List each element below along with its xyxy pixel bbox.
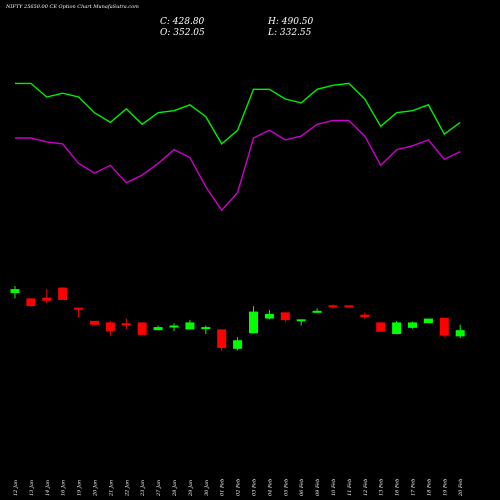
- chart-title: NIFTY 25650.00 CE Option Chart MunafaSut…: [6, 4, 139, 10]
- candle-body: [42, 297, 52, 301]
- candle: [264, 310, 274, 320]
- candle: [408, 321, 417, 329]
- date-tick-label: 13 Jan: [29, 480, 35, 496]
- candle-body: [249, 311, 258, 334]
- candle: [360, 312, 370, 319]
- candle: [121, 318, 131, 330]
- date-axis: 12 Jan 13 Jan 14 Jan 16 Jan 19 Jan 20 Jan 21 J…: [13, 479, 464, 497]
- indicator-line-lower: [15, 119, 461, 212]
- candle-body: [10, 289, 20, 293]
- candle-body: [233, 340, 243, 349]
- candle: [217, 329, 227, 352]
- candle-body: [58, 287, 68, 300]
- candle-body: [121, 323, 131, 326]
- candle-body: [376, 322, 386, 332]
- candle: [74, 307, 84, 317]
- candle: [233, 337, 243, 351]
- candle-body: [439, 317, 449, 336]
- date-tick-label: 11 Feb: [347, 479, 353, 496]
- candle: [105, 320, 115, 336]
- date-tick-label: 17 Feb: [411, 479, 417, 496]
- candle: [280, 312, 290, 323]
- date-tick-label: 16 Jan: [61, 480, 67, 496]
- low-value: L: 332.55: [268, 28, 312, 38]
- date-tick-label: 19 Feb: [442, 479, 448, 496]
- date-tick-label: 18 Feb: [426, 479, 432, 496]
- date-tick-label: 04 Feb: [267, 479, 273, 496]
- date-tick-label: 27 Jan: [156, 480, 162, 497]
- close-value: C: 428.80: [160, 17, 205, 27]
- candle-body: [217, 329, 227, 348]
- candle: [10, 286, 20, 299]
- candle-body: [74, 307, 84, 310]
- candle-body: [455, 330, 465, 337]
- candles: [10, 286, 465, 352]
- date-tick-label: 01 Feb: [220, 479, 226, 496]
- date-tick-label: 20 Jan: [93, 480, 99, 497]
- candle-body: [344, 305, 354, 308]
- candle-body: [423, 318, 433, 324]
- date-tick-label: 16 Feb: [395, 479, 401, 496]
- candle-body: [264, 313, 274, 319]
- date-tick-label: 10 Feb: [331, 479, 337, 496]
- candle: [439, 317, 449, 338]
- candle-body: [201, 327, 211, 330]
- date-tick-label: 20 Feb: [458, 479, 464, 497]
- candle: [328, 304, 338, 309]
- candle-body: [408, 322, 417, 328]
- candle-body: [312, 310, 322, 313]
- date-tick-label: 09 Feb: [315, 479, 321, 496]
- candle: [153, 325, 163, 331]
- candle-body: [90, 320, 99, 325]
- date-tick-label: 02 Feb: [236, 479, 242, 496]
- candle-body: [137, 322, 147, 335]
- date-tick-label: 23 Jan: [140, 480, 146, 497]
- candle-body: [296, 319, 306, 322]
- candle: [376, 322, 386, 332]
- indicator-lines: [15, 82, 461, 212]
- candle: [58, 287, 68, 300]
- candle-body: [169, 325, 179, 328]
- candle: [296, 319, 306, 326]
- candle-body: [185, 322, 195, 330]
- date-tick-label: 14 Jan: [45, 480, 51, 496]
- candle: [423, 318, 433, 324]
- candle: [185, 320, 195, 330]
- date-tick-label: 12 Feb: [363, 479, 369, 496]
- candle: [455, 324, 465, 338]
- candle-body: [280, 312, 290, 321]
- date-tick-label: 30 Jan: [204, 480, 210, 496]
- date-tick-label: 21 Jan: [108, 480, 114, 497]
- date-tick-label: 28 Jan: [172, 480, 178, 497]
- date-tick-label: 22 Jan: [124, 480, 130, 497]
- date-tick-label: 03 Feb: [252, 479, 258, 496]
- candle: [90, 320, 99, 325]
- candle: [26, 298, 36, 307]
- open-value: O: 352.05: [160, 28, 205, 38]
- date-tick-label: 13 Feb: [379, 479, 385, 496]
- candle-body: [153, 327, 163, 331]
- candle: [137, 322, 147, 335]
- candle: [312, 308, 322, 313]
- candle-body: [26, 298, 36, 307]
- date-tick-label: 05 Feb: [283, 479, 289, 496]
- candle-body: [328, 305, 338, 308]
- candle: [344, 305, 354, 308]
- date-tick-label: 12 Jan: [13, 480, 19, 496]
- candle-body: [360, 314, 370, 317]
- candle: [201, 325, 211, 335]
- date-tick-label: 29 Jan: [188, 480, 194, 497]
- indicator-line-upper: [15, 82, 461, 145]
- high-value: H: 490.50: [268, 17, 314, 27]
- candle: [249, 306, 258, 334]
- candle-body: [392, 322, 402, 335]
- candle: [42, 289, 52, 304]
- candle: [392, 320, 402, 335]
- date-tick-label: 06 Feb: [299, 479, 305, 496]
- candle-body: [105, 322, 115, 331]
- date-tick-label: 19 Jan: [77, 480, 83, 496]
- candle: [169, 323, 179, 331]
